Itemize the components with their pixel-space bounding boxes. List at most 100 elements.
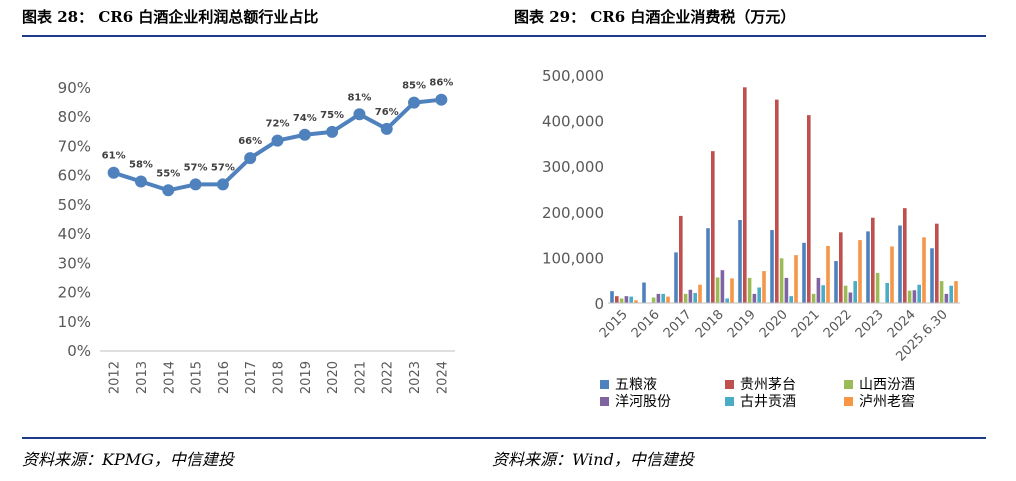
- x-tick-label: 2017: [661, 307, 695, 341]
- bar: [848, 292, 853, 303]
- x-tick-label: 2015: [190, 361, 205, 394]
- x-tick-label: 2022: [821, 307, 855, 341]
- bar: [615, 296, 619, 303]
- legend-label: 山西汾酒: [859, 377, 915, 393]
- bar: [674, 252, 678, 303]
- bar: [866, 231, 870, 303]
- bar: [898, 225, 902, 303]
- data-label: 57%: [184, 162, 208, 173]
- bar: [939, 281, 944, 303]
- footer-divider: [22, 437, 986, 439]
- data-label: 85%: [402, 81, 426, 92]
- bar: [853, 281, 857, 303]
- bar: [784, 277, 789, 303]
- data-point: [162, 184, 175, 197]
- bar: [698, 284, 702, 303]
- bar: [890, 246, 894, 303]
- bar: [944, 293, 949, 303]
- data-point: [326, 125, 339, 138]
- data-label: 86%: [429, 78, 453, 89]
- bar: [730, 278, 734, 303]
- data-point: [216, 178, 229, 191]
- x-tick-label: 2023: [408, 361, 423, 394]
- bar: [775, 99, 779, 304]
- legend-swatch: [600, 379, 609, 389]
- bar: [770, 230, 774, 303]
- y-tick-label: 0: [594, 295, 604, 313]
- data-label: 72%: [266, 119, 290, 130]
- bar: [634, 300, 638, 303]
- x-tick-label: 2022: [381, 361, 396, 394]
- data-point: [271, 134, 284, 147]
- left-source-note: 资料来源：KPMG，中信建投: [22, 450, 234, 469]
- bar: [917, 284, 921, 303]
- legend-label: 贵州茅台: [740, 377, 796, 393]
- bar: [794, 255, 798, 303]
- data-point: [353, 108, 366, 121]
- x-tick-label: 2023: [853, 307, 887, 341]
- bar: [826, 246, 830, 303]
- legend-swatch: [844, 396, 853, 406]
- y-tick-label: 500,000: [542, 67, 604, 85]
- bar: [954, 281, 958, 303]
- bar: [762, 271, 766, 303]
- bar: [624, 296, 629, 303]
- y-tick-label: 400,000: [542, 113, 604, 131]
- bar: [811, 293, 816, 303]
- left-chart-title: 图表 28： CR6 白酒企业利润总额行业占比: [22, 8, 319, 26]
- data-label: 61%: [102, 151, 126, 162]
- legend-swatch: [725, 379, 734, 389]
- y-tick-label: 10%: [58, 313, 91, 331]
- bar: [871, 217, 875, 303]
- y-tick-label: 40%: [58, 225, 91, 243]
- bar: [821, 285, 825, 303]
- legend-item: 古井贡酒: [725, 391, 796, 411]
- right-source-note: 资料来源：Wind，中信建投: [492, 450, 694, 469]
- data-point: [435, 93, 448, 106]
- bar: [834, 261, 838, 303]
- data-point: [298, 128, 311, 141]
- bar: [683, 293, 688, 303]
- data-point: [189, 178, 202, 191]
- bar: [666, 296, 670, 303]
- x-tick-label: 2019: [725, 307, 759, 341]
- x-tick-label: 2020: [326, 361, 341, 394]
- data-point: [408, 96, 421, 109]
- data-point: [107, 166, 120, 179]
- x-tick-label: 2012: [108, 361, 123, 394]
- header-divider: [22, 35, 986, 37]
- bar: [907, 290, 912, 303]
- bar: [885, 282, 889, 303]
- legend-item: 泸州老窖: [844, 391, 915, 411]
- bar: [619, 298, 624, 303]
- profit-share-line-chart: 0% 10% 20% 30% 40% 50% 60% 70% 80% 90% 2012 2013 201…: [58, 78, 455, 394]
- data-label: 66%: [238, 136, 262, 147]
- y-tick-label: 60%: [58, 167, 91, 185]
- legend-item: 五粮液: [600, 374, 657, 394]
- x-tick-label: 2018: [272, 361, 287, 394]
- y-tick-label: 80%: [58, 108, 91, 126]
- right-chart-title: 图表 29： CR6 白酒企业消费税（万元）: [514, 8, 796, 26]
- legend-item: 洋河股份: [600, 391, 671, 411]
- bar: [743, 87, 747, 303]
- legend-swatch: [725, 396, 734, 406]
- bar: [789, 296, 793, 303]
- bar: [922, 237, 926, 303]
- y-tick-label: 30%: [58, 254, 91, 272]
- bar: [752, 293, 757, 303]
- x-tick-label: 2018: [693, 307, 727, 341]
- legend-item: 山西汾酒: [844, 374, 915, 394]
- bar: [903, 208, 907, 303]
- y-tick-label: 300,000: [542, 158, 604, 176]
- y-tick-label: 100,000: [542, 249, 604, 267]
- x-tick-label: 2016: [629, 307, 663, 341]
- bar: [711, 151, 715, 303]
- data-label: 74%: [293, 113, 317, 124]
- x-tick-label: 2020: [757, 307, 791, 341]
- bar: [661, 293, 665, 303]
- bar: [875, 272, 880, 303]
- x-tick-label: 2014: [162, 361, 177, 394]
- y-tick-label: 20%: [58, 284, 91, 302]
- y-tick-label: 200,000: [542, 204, 604, 222]
- bar: [688, 289, 693, 303]
